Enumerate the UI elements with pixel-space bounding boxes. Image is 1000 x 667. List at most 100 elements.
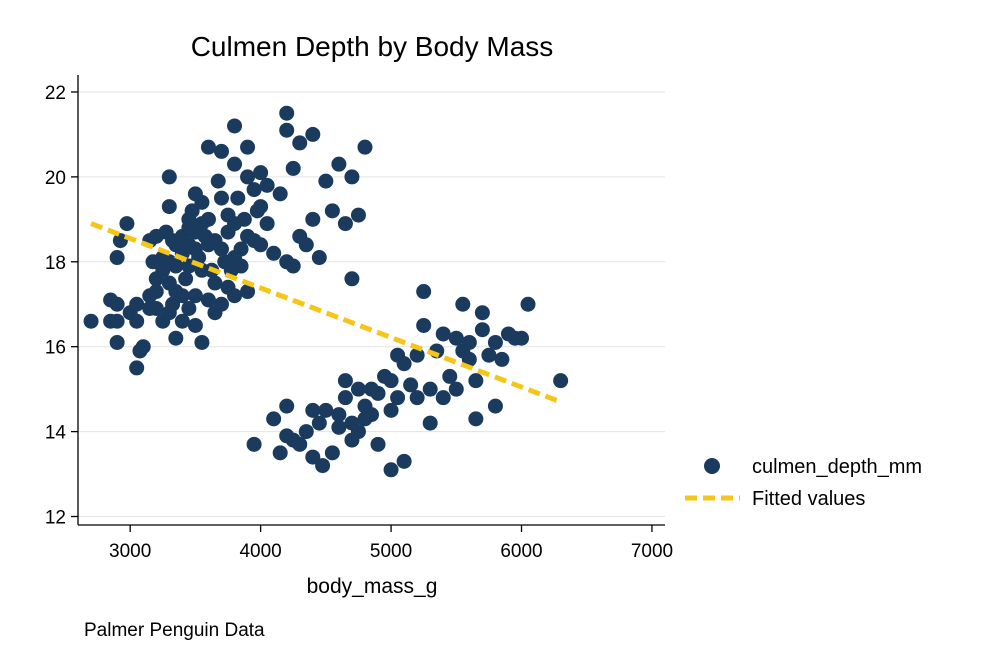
data-point (161, 169, 177, 185)
data-point (350, 381, 366, 397)
y-ticks: 12 14 16 18 20 22 (45, 83, 78, 529)
data-point (213, 296, 229, 312)
x-tick-label: 4000 (239, 541, 281, 562)
data-point (266, 245, 282, 261)
data-point (109, 313, 125, 329)
data-point (187, 317, 203, 333)
data-point (553, 373, 569, 389)
data-points (83, 105, 569, 478)
data-point (324, 445, 340, 461)
data-point (194, 334, 210, 350)
data-point (324, 203, 340, 219)
data-point (487, 334, 503, 350)
data-point (344, 271, 360, 287)
data-point (357, 139, 373, 155)
data-point (416, 284, 432, 300)
data-point (416, 317, 432, 333)
data-point (390, 390, 406, 406)
data-point (285, 258, 301, 274)
data-point (148, 284, 164, 300)
x-tick-label: 3000 (109, 541, 151, 562)
data-point (266, 411, 282, 427)
data-point (200, 292, 216, 308)
y-tick-label: 14 (45, 423, 67, 444)
data-point (298, 237, 314, 253)
data-point (383, 402, 399, 418)
data-point (109, 296, 125, 312)
data-point (331, 419, 347, 435)
data-point (236, 211, 252, 227)
data-point (227, 288, 243, 304)
data-point (207, 275, 223, 291)
data-point (246, 182, 262, 198)
x-tick-label: 7000 (631, 541, 673, 562)
data-point (279, 398, 295, 414)
y-tick-label: 12 (45, 508, 66, 529)
data-point (109, 334, 125, 350)
data-point (383, 462, 399, 478)
data-point (403, 377, 419, 393)
data-point (240, 284, 256, 300)
data-point (213, 143, 229, 159)
data-point (165, 296, 181, 312)
data-point (494, 351, 510, 367)
data-point (285, 160, 301, 176)
data-point (213, 241, 229, 257)
data-point (364, 407, 379, 423)
data-point (305, 126, 321, 142)
data-point (448, 330, 464, 346)
data-point (337, 216, 353, 232)
data-point (383, 373, 399, 389)
data-point (200, 211, 216, 227)
data-point (119, 216, 135, 232)
data-point (337, 373, 353, 389)
data-point (422, 381, 438, 397)
data-point (259, 177, 275, 193)
data-point (161, 199, 177, 215)
data-point (337, 390, 353, 406)
data-point (435, 390, 451, 406)
data-point (200, 139, 216, 155)
data-point (240, 169, 256, 185)
data-point (370, 385, 386, 401)
x-ticks: 3000 4000 5000 6000 7000 (109, 525, 673, 562)
data-point (135, 339, 151, 355)
data-point (187, 288, 203, 304)
y-tick-label: 16 (45, 338, 66, 359)
data-point (279, 122, 295, 138)
data-point (474, 322, 490, 338)
data-point (315, 458, 331, 474)
x-tick-label: 5000 (370, 541, 412, 562)
data-point (298, 424, 314, 440)
data-point (83, 313, 99, 329)
y-tick-label: 20 (45, 168, 66, 189)
data-point (253, 199, 269, 215)
data-point (455, 296, 471, 312)
data-point (448, 381, 464, 397)
data-point (168, 330, 184, 346)
chart-note: Palmer Penguin Data (84, 620, 265, 641)
data-point (184, 203, 200, 219)
data-point (112, 233, 128, 249)
data-point (227, 156, 243, 172)
data-point (279, 105, 295, 121)
data-point (233, 241, 249, 257)
data-point (194, 194, 210, 210)
data-point (370, 436, 386, 452)
data-point (129, 296, 145, 312)
data-point (148, 300, 164, 316)
data-point (174, 288, 190, 304)
data-point (331, 156, 347, 172)
data-point (178, 271, 194, 287)
data-point (396, 356, 412, 372)
data-point (422, 415, 438, 431)
data-point (487, 398, 503, 414)
data-point (168, 258, 184, 274)
data-point (181, 300, 197, 316)
data-point (311, 250, 327, 266)
data-point (318, 173, 334, 189)
data-point (520, 296, 536, 312)
data-point (396, 453, 412, 469)
data-point (174, 313, 190, 329)
